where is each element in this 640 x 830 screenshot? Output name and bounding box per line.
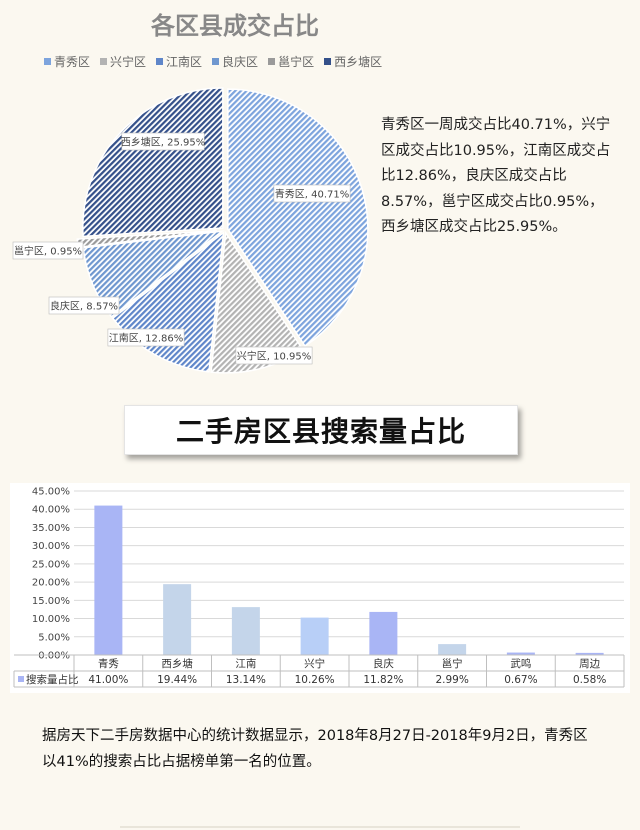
- legend-label: 兴宁区: [110, 55, 147, 69]
- pie-slice-label: 兴宁区, 10.95%: [235, 346, 313, 365]
- pie-slice-label: 西乡塘区, 25.95%: [121, 132, 206, 151]
- bar-heading-box: 二手房区县搜索量占比: [124, 405, 518, 455]
- bar: [231, 607, 260, 655]
- bar-chart: 0.00% 5.00% 10.00% 15.00% 20.00% 25.00% 30.00%…: [13, 487, 625, 688]
- legend-swatch: [44, 58, 51, 65]
- bar: [506, 652, 535, 655]
- svg-text:西乡塘区, 25.95%: 西乡塘区, 25.95%: [121, 136, 206, 149]
- bar: [369, 611, 398, 655]
- table-series-label: 搜索量占比: [26, 673, 79, 686]
- legend-swatch: [324, 58, 332, 65]
- legend-label: 青秀区: [54, 55, 91, 69]
- svg-text:兴宁区, 10.95%: 兴宁区, 10.95%: [237, 350, 312, 363]
- pie-slice: [227, 88, 369, 348]
- legend-label: 西乡塘区: [334, 55, 383, 69]
- pie-chart-title: 各区县成交占比: [151, 12, 319, 40]
- data-value-label: 10.26%: [295, 674, 335, 686]
- x-category-label: 良庆: [373, 657, 394, 670]
- x-category-label: 江南: [235, 657, 256, 670]
- svg-text:江南区, 12.86%: 江南区, 12.86%: [109, 332, 184, 345]
- y-tick-label: 35.00%: [32, 523, 70, 534]
- pie-slice-label: 江南区, 12.86%: [107, 328, 185, 347]
- y-tick-label: 40.00%: [32, 505, 70, 516]
- x-category-label: 武鸣: [510, 657, 531, 670]
- y-tick-label: 5.00%: [38, 632, 70, 643]
- legend-swatch: [100, 58, 108, 65]
- y-tick-label: 25.00%: [32, 559, 70, 570]
- legend-item: 兴宁区: [100, 53, 146, 70]
- bar-chart-panel: 0.00% 5.00% 10.00% 15.00% 20.00% 25.00% 30.00%…: [10, 483, 630, 693]
- footer-description: 据房天下二手房数据中心的统计数据显示，2018年8月27日-2018年9月2日，…: [42, 728, 588, 770]
- legend-swatch: [156, 58, 164, 65]
- data-value-label: 13.14%: [226, 674, 266, 686]
- data-value-label: 41.00%: [88, 674, 128, 686]
- data-value-label: 11.82%: [363, 674, 403, 686]
- legend-swatch: [212, 58, 220, 65]
- y-tick-label: 10.00%: [32, 614, 70, 625]
- bar: [94, 505, 123, 655]
- pie-slice-label: 青秀区, 40.71%: [273, 184, 351, 203]
- legend-label: 良庆区: [222, 55, 259, 69]
- x-category-label: 西乡塘: [161, 657, 193, 670]
- pie-description: 青秀区一周成交占比40.71%，兴宁区成交占比10.95%，江南区成交占比12.…: [381, 117, 611, 235]
- bar: [163, 584, 192, 655]
- data-value-label: 19.44%: [157, 674, 197, 686]
- y-tick-label: 20.00%: [32, 578, 70, 589]
- data-value-label: 0.58%: [573, 674, 606, 686]
- pie-chart: 青秀区, 40.71% 兴宁区, 10.95% 江南区, 12.86% 良庆区, 8.…: [12, 87, 369, 374]
- pie-slice-label: 良庆区, 8.57%: [48, 296, 120, 315]
- table-legend-swatch: [18, 676, 24, 682]
- legend-item: 西乡塘区: [324, 53, 382, 70]
- x-category-label: 青秀: [98, 657, 119, 670]
- legend-item: 良庆区: [212, 53, 258, 70]
- bar: [575, 652, 604, 655]
- y-tick-label: 0.00%: [38, 651, 70, 662]
- legend-item: 邕宁区: [268, 53, 314, 70]
- data-value-label: 0.67%: [504, 674, 537, 686]
- x-category-label: 周边: [579, 658, 600, 670]
- pie-legend: 青秀区 兴宁区 江南区 良庆区 邕宁区 西乡塘区: [44, 53, 382, 70]
- legend-item: 江南区: [156, 53, 202, 70]
- svg-text:青秀区, 40.71%: 青秀区, 40.71%: [275, 188, 350, 201]
- bar: [300, 617, 329, 655]
- legend-label: 江南区: [166, 55, 203, 69]
- svg-text:邕宁区, 0.95%: 邕宁区, 0.95%: [14, 245, 82, 258]
- bar: [438, 644, 467, 655]
- svg-text:良庆区, 8.57%: 良庆区, 8.57%: [50, 300, 118, 313]
- legend-item: 青秀区: [44, 53, 90, 70]
- x-category-label: 兴宁: [304, 657, 325, 670]
- y-tick-label: 45.00%: [32, 487, 70, 498]
- y-tick-label: 30.00%: [32, 541, 70, 552]
- bar-chart-heading: 二手房区县搜索量占比: [175, 415, 466, 448]
- x-category-label: 邕宁: [442, 657, 463, 670]
- pie-slice-label: 邕宁区, 0.95%: [12, 241, 84, 260]
- legend-label: 邕宁区: [278, 55, 315, 69]
- y-tick-label: 15.00%: [32, 596, 70, 607]
- pie-slice: [82, 87, 224, 238]
- legend-swatch: [268, 58, 276, 65]
- data-value-label: 2.99%: [435, 674, 468, 686]
- bottom-divider: [120, 826, 520, 828]
